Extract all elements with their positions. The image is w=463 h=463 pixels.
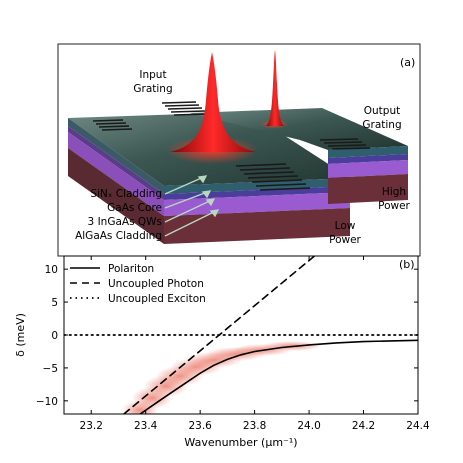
y-tick-label: −5 [43, 363, 58, 375]
heatmap [122, 341, 322, 414]
legend-label: Uncoupled Exciton [108, 293, 206, 305]
high-power-callout: High Power [378, 186, 410, 212]
low-power-callout: Low Power [329, 220, 361, 246]
series-polariton-line [139, 339, 418, 414]
x-axis-label: Wavenumber (μm⁻¹) [184, 436, 297, 449]
layer-label-qws: 3 InGaAs QWs [88, 216, 162, 228]
legend: Polariton Uncoupled Photon Uncoupled Excit… [70, 263, 206, 305]
x-tick-label: 23.4 [134, 420, 158, 432]
input-grating-label-2: Grating [133, 83, 172, 95]
panel-a-label: (a) [400, 56, 415, 69]
panel-a: (a) [57, 43, 421, 257]
x-tick-label: 24.2 [352, 420, 375, 432]
input-grating-label-1: Input [139, 69, 166, 81]
x-tick-label: 24.0 [297, 420, 320, 432]
y-ticks: 10 5 0 −5 −10 [36, 264, 418, 408]
x-tick-label: 23.8 [243, 420, 266, 432]
y-axis-label: δ (meV) [14, 313, 27, 357]
output-grating-callout: Output Grating [362, 105, 401, 131]
x-tick-label: 23.2 [80, 420, 103, 432]
y-tick-label: 5 [51, 297, 58, 309]
layer-label-algaas: AlGaAs Cladding [75, 230, 162, 242]
x-ticks: 23.2 23.4 23.6 23.8 24.0 24.2 24.4 [80, 256, 430, 432]
y-tick-label: 0 [51, 330, 58, 342]
panel-b-label: (b) [399, 258, 415, 271]
input-grating-callout: Input Grating [133, 69, 172, 95]
output-grating [319, 138, 371, 150]
series-layer [64, 256, 418, 414]
output-grating-label-1: Output [364, 105, 400, 117]
high-power-label-1: High [382, 186, 406, 198]
layer-label-sinx: SiNₓ Cladding [90, 188, 162, 200]
input-grating [92, 119, 133, 131]
low-power-label-1: Low [335, 220, 356, 232]
x-tick-label: 23.6 [188, 420, 212, 432]
low-power-label-2: Power [329, 234, 361, 246]
x-tick-label: 24.4 [406, 420, 430, 432]
grating-upper-left [161, 101, 209, 116]
legend-label: Uncoupled Photon [108, 278, 204, 290]
output-grating-label-2: Grating [362, 119, 401, 131]
y-tick-label: −10 [36, 396, 58, 408]
grating-lower [235, 163, 311, 191]
legend-label: Polariton [108, 263, 154, 275]
layer-label-gaas: GaAs Core [107, 202, 162, 214]
y-tick-label: 10 [45, 264, 58, 276]
high-power-label-2: Power [378, 200, 410, 212]
panel-b-chart: 23.2 23.4 23.6 23.8 24.0 24.2 24.4 10 5 0 −5 −10 (… [14, 255, 430, 449]
excitation-peaks [166, 50, 288, 164]
layer-labels: SiNₓ Cladding GaAs Core 3 InGaAs QWs AlG… [75, 188, 162, 242]
layer-arrows [164, 175, 220, 237]
